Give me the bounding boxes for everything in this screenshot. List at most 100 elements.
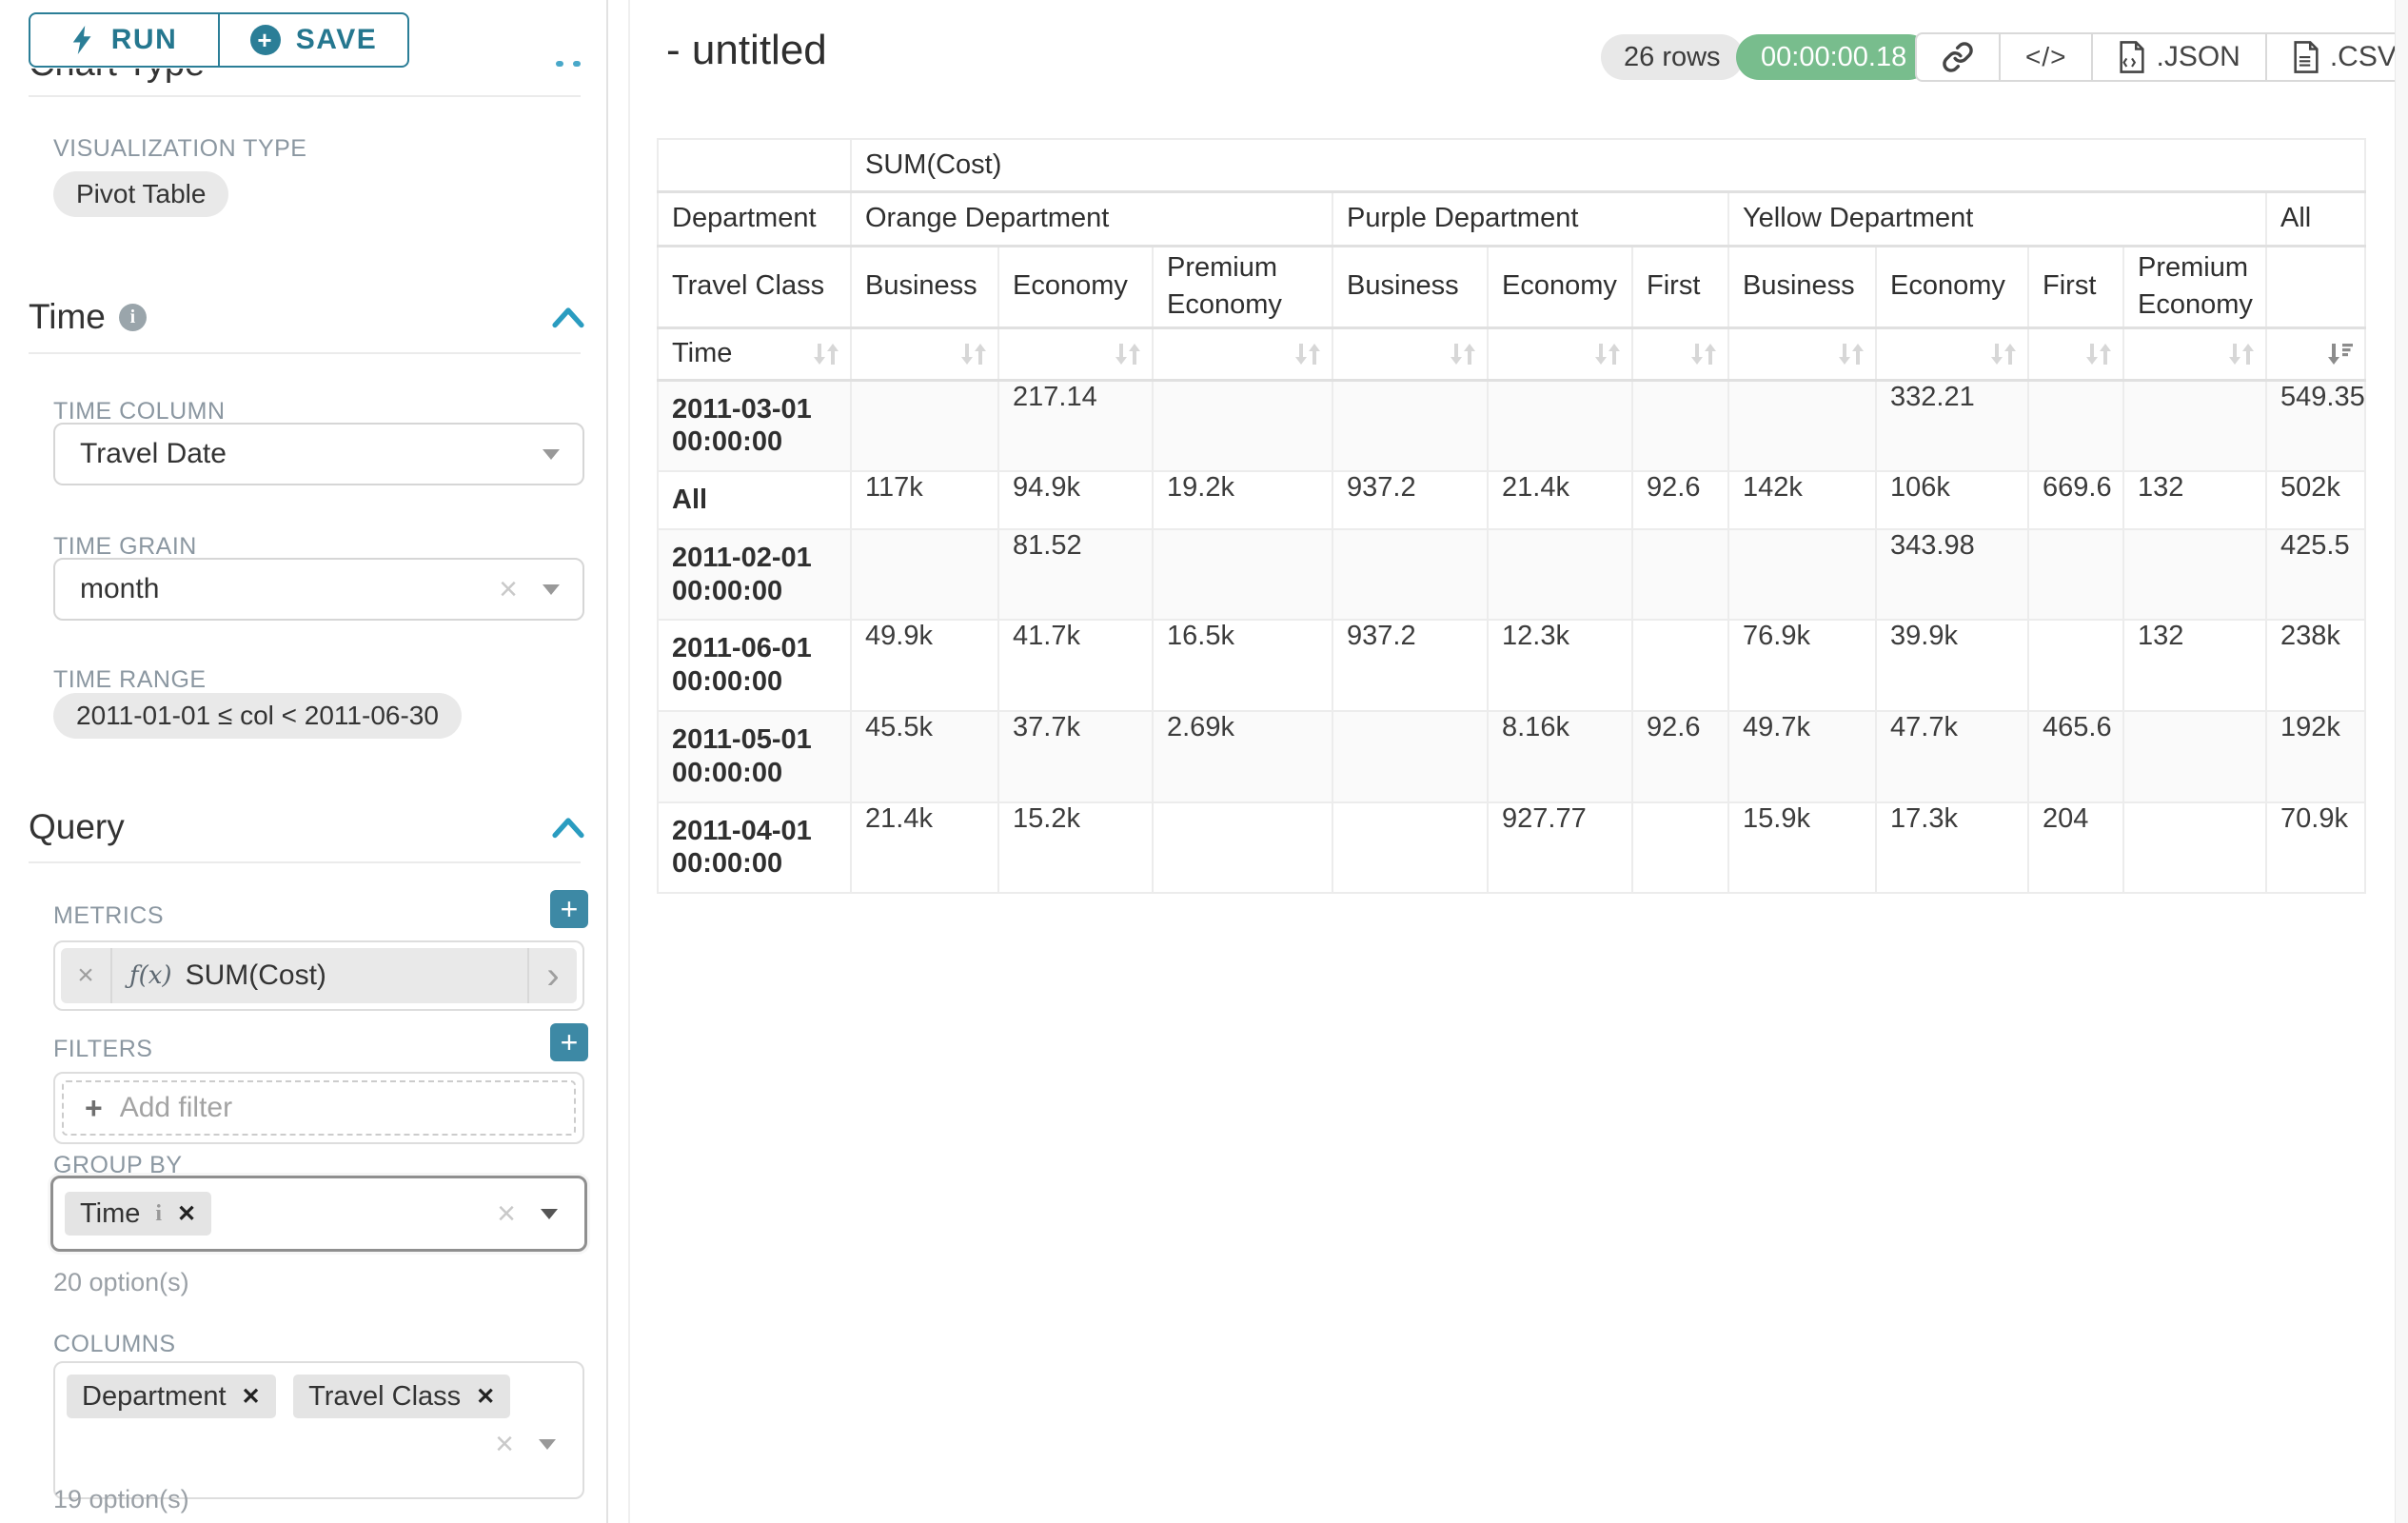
save-button-label: SAVE [295, 24, 378, 55]
pivot-value-cell: 45.5k [850, 710, 999, 803]
sort-icon[interactable] [2227, 340, 2256, 368]
add-metric-button[interactable]: + [550, 890, 588, 928]
pivot-value-cell: 927.77 [1487, 801, 1633, 895]
remove-chip-icon[interactable]: ✕ [177, 1200, 197, 1227]
sortable-column-header[interactable] [1875, 326, 2029, 382]
export-csv-button[interactable]: .CSV [2264, 34, 2408, 80]
sortable-column-header[interactable] [1727, 326, 1877, 382]
pivot-value-cell: 465.6 [2027, 710, 2124, 803]
sort-desc-icon[interactable] [2326, 340, 2355, 368]
pivot-value-cell: 92.6 [1631, 710, 1729, 803]
info-icon: i [118, 303, 147, 331]
department-group-header: Yellow Department [1727, 190, 2267, 247]
clear-icon[interactable]: × [499, 571, 518, 607]
department-group-header: All [2264, 190, 2367, 247]
chart-title[interactable]: - untitled [666, 27, 827, 73]
time-range-label: TIME RANGE [53, 666, 207, 693]
pivot-value-cell: 106k [1875, 470, 2029, 530]
row-label-cell: All [657, 470, 852, 530]
sortable-column-header[interactable] [2264, 326, 2367, 382]
pivot-value-cell [1487, 527, 1633, 622]
run-button[interactable]: RUN [30, 14, 218, 66]
pivot-value-cell [1332, 801, 1489, 895]
row-label-cell: 2011-06-01 00:00:00 [657, 619, 852, 713]
columns-chip-department[interactable]: Department ✕ [67, 1375, 276, 1418]
sort-icon[interactable] [1689, 340, 1718, 368]
pivot-value-cell [1152, 378, 1333, 473]
viz-type-pill[interactable]: Pivot Table [53, 171, 229, 217]
clear-icon[interactable]: × [495, 1426, 514, 1462]
chart-actions-group: </> .JSON .CSV [1915, 32, 2408, 82]
pivot-value-cell [2122, 801, 2267, 895]
chevron-right-icon[interactable]: › [546, 955, 560, 997]
pivot-value-cell: 669.6 [2027, 470, 2124, 530]
pivot-value-cell [2027, 527, 2124, 622]
group-by-chip-time[interactable]: Time i ✕ [65, 1192, 212, 1236]
pivot-table: SUM(Cost) Department Orange Department Purp… [657, 138, 2367, 895]
sort-icon[interactable] [1593, 340, 1622, 368]
clear-icon[interactable]: × [497, 1196, 516, 1232]
remove-metric-icon[interactable]: × [77, 959, 94, 991]
pivot-value-cell [1152, 527, 1333, 622]
sort-icon[interactable] [1114, 340, 1142, 368]
filters-field: + Add filter [53, 1072, 584, 1144]
time-column-select[interactable]: Travel Date [53, 423, 584, 485]
sortable-column-header[interactable] [850, 326, 999, 382]
pivot-value-cell: 217.14 [997, 378, 1154, 473]
pivot-value-cell [1631, 527, 1729, 622]
pivot-value-cell: 21.4k [850, 801, 999, 895]
sortable-column-header[interactable] [2122, 326, 2267, 382]
pivot-value-cell [1631, 801, 1729, 895]
function-icon: ƒ(x) [129, 961, 172, 990]
save-button[interactable]: + SAVE [218, 14, 407, 66]
pivot-value-cell: 549.35 [2264, 378, 2367, 473]
add-filter-dropzone[interactable]: + Add filter [62, 1080, 576, 1136]
embed-code-button[interactable]: </> [1999, 34, 2091, 80]
sortable-column-header[interactable] [2027, 326, 2124, 382]
time-range-pill[interactable]: 2011-01-01 ≤ col < 2011-06-30 [53, 693, 462, 739]
travel-class-header: Premium Economy [2122, 245, 2267, 329]
columns-select[interactable]: Department ✕ Travel Class ✕ × [53, 1361, 584, 1499]
file-icon [2294, 41, 2319, 73]
sortable-column-header[interactable] [1631, 326, 1729, 382]
travel-class-header [2264, 245, 2367, 329]
metric-header-cell: SUM(Cost) [849, 138, 2367, 193]
sortable-column-header[interactable] [1152, 326, 1333, 382]
group-by-select[interactable]: Time i ✕ × [50, 1176, 587, 1252]
sort-icon[interactable] [812, 340, 840, 368]
export-json-label: .JSON [2156, 41, 2240, 72]
sortable-column-header[interactable] [997, 326, 1154, 382]
pivot-value-cell: 238k [2264, 619, 2367, 713]
pivot-value-cell [1332, 710, 1489, 803]
pivot-value-cell: 37.7k [997, 710, 1154, 803]
pivot-value-cell: 41.7k [997, 619, 1154, 713]
chip-label: Time [80, 1197, 141, 1229]
collapse-chevron-up-icon[interactable] [552, 303, 584, 331]
file-icon [2120, 41, 2145, 73]
sort-icon[interactable] [959, 340, 988, 368]
metric-pill[interactable]: × ƒ(x) SUM(Cost) › [61, 948, 577, 1003]
sortable-column-header[interactable] [1487, 326, 1633, 382]
copy-link-button[interactable] [1917, 34, 1999, 80]
remove-chip-icon[interactable]: ✕ [476, 1383, 496, 1410]
export-json-button[interactable]: .JSON [2091, 34, 2264, 80]
sort-icon[interactable] [1449, 340, 1477, 368]
sort-icon[interactable] [1837, 340, 1865, 368]
add-filter-button[interactable]: + [550, 1023, 588, 1061]
sort-icon[interactable] [1293, 340, 1322, 368]
pivot-value-cell [1631, 378, 1729, 473]
columns-chip-travel-class[interactable]: Travel Class ✕ [293, 1375, 511, 1418]
group-by-options-count: 20 option(s) [53, 1268, 189, 1296]
pivot-value-cell: 8.16k [1487, 710, 1633, 803]
sortable-column-header[interactable] [1332, 326, 1489, 382]
export-csv-label: .CSV [2329, 41, 2397, 72]
collapse-chevron-up-icon[interactable] [552, 813, 584, 841]
sort-icon[interactable] [2084, 340, 2113, 368]
time-section-title: Time [29, 297, 106, 336]
remove-chip-icon[interactable]: ✕ [241, 1383, 261, 1410]
panel-divider[interactable] [606, 0, 608, 1523]
scrollbar[interactable] [2395, 0, 2408, 1523]
time-row-dimension-header[interactable]: Time [657, 326, 852, 382]
time-grain-select[interactable]: month × [53, 558, 584, 621]
sort-icon[interactable] [1989, 340, 2018, 368]
